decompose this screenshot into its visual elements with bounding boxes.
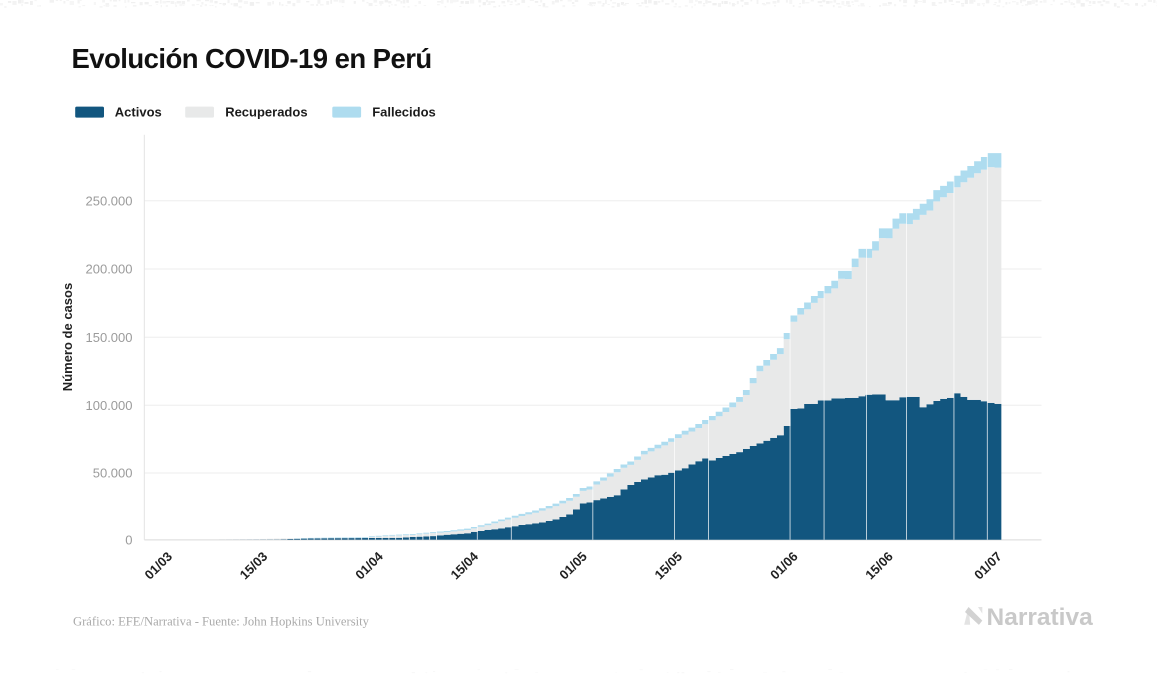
svg-text:0: 0 (125, 532, 132, 547)
svg-text:Número de casos: Número de casos (60, 283, 75, 391)
svg-text:200.000: 200.000 (86, 262, 133, 277)
svg-text:Recuperados: Recuperados (225, 105, 307, 120)
svg-text:Fallecidos: Fallecidos (372, 105, 436, 120)
svg-text:Narrativa: Narrativa (987, 604, 1094, 631)
svg-text:100.000: 100.000 (86, 398, 133, 413)
svg-text:Evolución COVID-19 en Perú: Evolución COVID-19 en Perú (72, 43, 432, 74)
svg-text:150.000: 150.000 (86, 330, 133, 345)
svg-text:250.000: 250.000 (86, 194, 133, 209)
svg-text:Gráfico: EFE/Narrativa - Fuent: Gráfico: EFE/Narrativa - Fuente: John Ho… (73, 615, 370, 629)
svg-text:50.000: 50.000 (93, 466, 133, 481)
svg-text:Activos: Activos (115, 105, 162, 120)
